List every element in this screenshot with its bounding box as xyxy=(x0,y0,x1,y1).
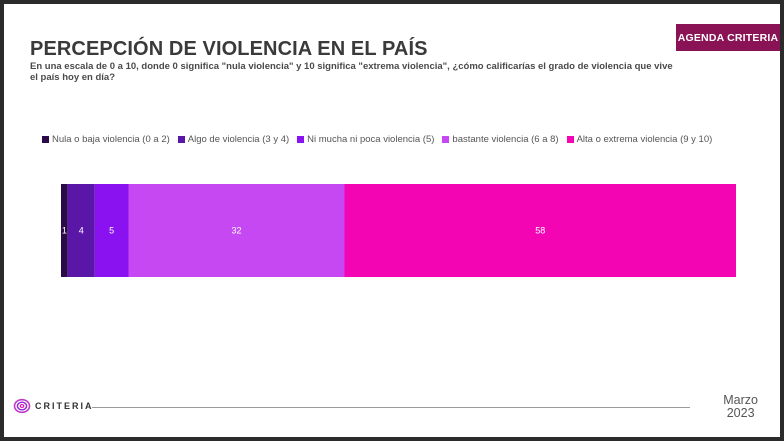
chart-legend: Nula o baja violencia (0 a 2) Algo de vio… xyxy=(42,134,712,145)
legend-label: Algo de violencia (3 y 4) xyxy=(187,134,290,145)
bar-segment xyxy=(67,184,95,277)
date-year: 2023 xyxy=(726,406,755,420)
date-month: Marzo xyxy=(723,393,758,407)
criteria-logo-icon xyxy=(13,398,31,414)
legend-swatch xyxy=(566,136,574,143)
legend-label: Nula o baja violencia (0 a 2) xyxy=(52,134,170,145)
legend-swatch xyxy=(42,136,49,143)
legend-item: Alta o extrema violencia (9 y 10) xyxy=(566,134,713,145)
legend-swatch xyxy=(177,136,185,143)
footer-divider xyxy=(92,407,690,408)
bar-segment xyxy=(94,184,129,277)
legend-swatch xyxy=(442,136,450,143)
date-label: Marzo 2023 xyxy=(723,394,758,420)
criteria-logo-text: CRITERIA xyxy=(35,401,94,411)
bar-value-label: 4 xyxy=(79,226,84,236)
chart-subtitle: En una escala de 0 a 10, donde 0 signifi… xyxy=(30,61,673,83)
legend-swatch xyxy=(297,136,305,143)
legend-label: bastante violencia (6 a 8) xyxy=(452,134,559,145)
legend-item: bastante violencia (6 a 8) xyxy=(442,134,559,145)
bar-value-label: 1 xyxy=(62,226,67,236)
bar-segment xyxy=(128,184,345,277)
chart-title: PERCEPCIÓN DE VIOLENCIA EN EL PAÍS xyxy=(30,38,428,60)
bar-segment xyxy=(61,184,68,277)
legend-item: Nula o baja violencia (0 a 2) xyxy=(42,134,170,145)
legend-item: Ni mucha ni poca violencia (5) xyxy=(297,134,434,145)
agenda-badge: AGENDA CRITERIA xyxy=(676,24,780,51)
legend-label: Ni mucha ni poca violencia (5) xyxy=(307,134,435,145)
slide: AGENDA CRITERIA PERCEPCIÓN DE VIOLENCIA … xyxy=(4,4,780,437)
bar-value-label: 58 xyxy=(535,226,545,236)
legend-label: Alta o extrema violencia (9 y 10) xyxy=(576,134,713,145)
bar-value-label: 5 xyxy=(109,226,114,236)
stacked-bar-chart: 1 4 5 32 58 xyxy=(61,184,736,277)
legend-item: Algo de violencia (3 y 4) xyxy=(177,134,290,145)
criteria-logo: CRITERIA xyxy=(13,398,94,414)
bar-value-label: 32 xyxy=(231,226,241,236)
bar-segment xyxy=(344,184,736,277)
